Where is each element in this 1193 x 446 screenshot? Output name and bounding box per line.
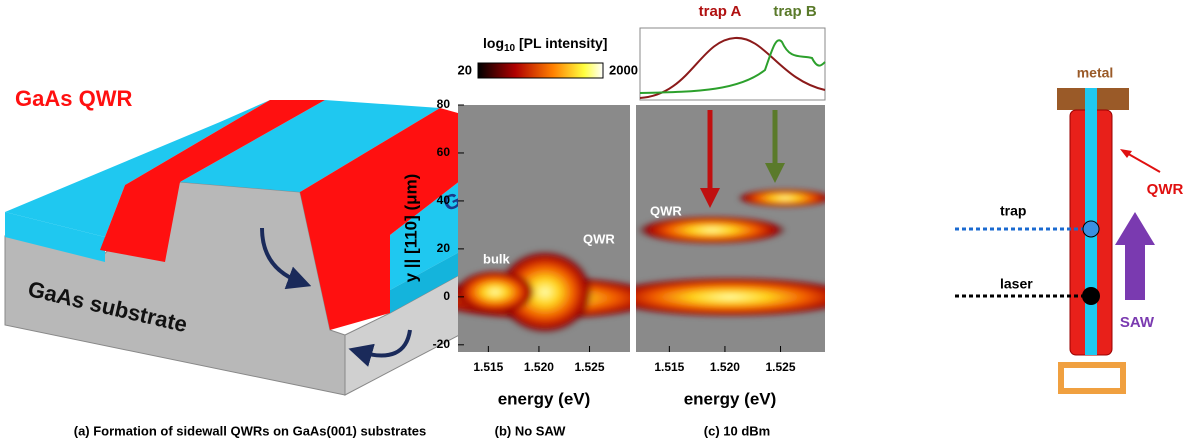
x-axis-label: energy (eV): [684, 389, 777, 408]
y-tick-label: -20: [433, 337, 451, 351]
caption: (a) Formation of sidewall QWRs on GaAs(0…: [74, 423, 427, 438]
device-sketch: metal QWR trap laser SAW: [955, 65, 1183, 394]
colorbar-title: log10 [PL intensity]: [483, 35, 607, 54]
label: trap A: [699, 3, 742, 20]
colorbar-title: [PL intensity]: [515, 35, 607, 51]
plot-b: bulk QWR (b) No SAW: [425, 105, 665, 438]
figure: GaAs QWR GaAs QW GaAs substrate (a) Form…: [0, 0, 1193, 446]
colorbar-max: 2000: [609, 62, 638, 77]
colorbar-title: log: [483, 35, 504, 51]
x-tick-label: 1.520: [524, 360, 554, 374]
y-tick-label: 40: [437, 193, 451, 207]
label: trap: [1000, 203, 1026, 219]
colorbar: log10 [PL intensity] 20 2000: [458, 35, 638, 78]
caption: (c) 10 dBm: [704, 423, 770, 438]
label: QWR: [1147, 181, 1184, 198]
y-tick-label: 60: [437, 145, 451, 159]
label: GaAs QWR: [15, 86, 132, 111]
label: laser: [1000, 276, 1033, 292]
colorbar-title: 10: [504, 43, 516, 54]
y-axis-label: y || [110] (μm): [401, 174, 420, 283]
x-axis-label: energy (eV): [498, 389, 591, 408]
label: SAW: [1120, 314, 1155, 331]
label: bulk: [483, 251, 510, 266]
colorbar-min: 20: [458, 62, 472, 77]
x-tick-label: 1.520: [710, 360, 740, 374]
y-tick-label: 0: [443, 289, 450, 303]
x-tick-label: 1.525: [575, 360, 605, 374]
label: trap B: [773, 3, 817, 20]
y-tick-label: 80: [437, 97, 451, 111]
x-tick-label: 1.515: [473, 360, 503, 374]
y-tick-label: 20: [437, 241, 451, 255]
label: QWR: [650, 203, 682, 218]
label: QWR: [583, 231, 615, 246]
caption: (b) No SAW: [495, 423, 566, 438]
x-tick-label: 1.515: [654, 360, 684, 374]
x-tick-label: 1.525: [766, 360, 796, 374]
label: metal: [1077, 65, 1114, 81]
